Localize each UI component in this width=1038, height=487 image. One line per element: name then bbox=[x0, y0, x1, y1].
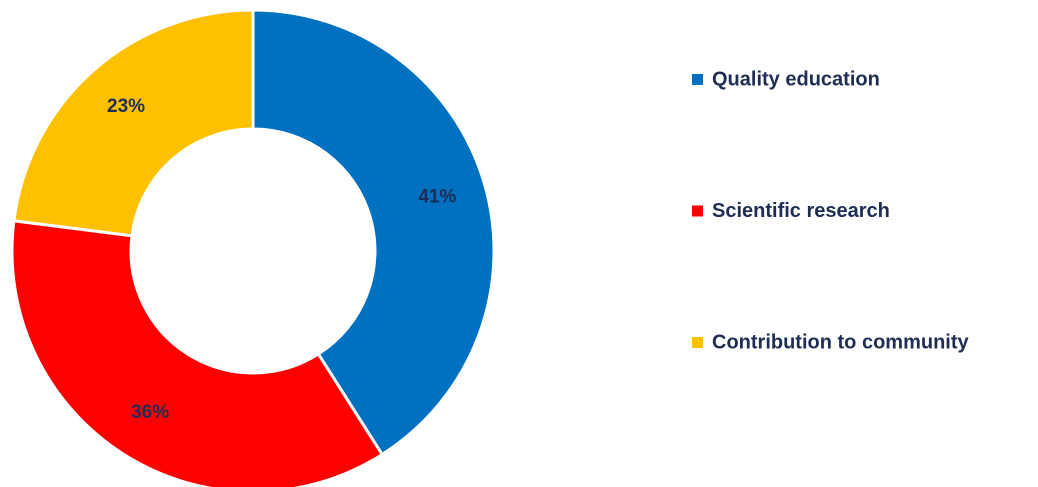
legend-label: Quality education bbox=[712, 68, 880, 90]
legend-label: Scientific research bbox=[712, 200, 890, 222]
legend-label: Contribution to community bbox=[712, 331, 970, 353]
donut-slice bbox=[251, 8, 496, 457]
data-label: 23% bbox=[107, 96, 145, 117]
data-label: 41% bbox=[418, 186, 456, 207]
legend-swatch bbox=[692, 337, 703, 348]
donut-slice bbox=[10, 219, 385, 487]
data-label: 36% bbox=[131, 402, 169, 423]
donut-slice bbox=[12, 8, 255, 238]
legend-swatch bbox=[692, 205, 703, 217]
legend-swatch bbox=[692, 74, 703, 85]
